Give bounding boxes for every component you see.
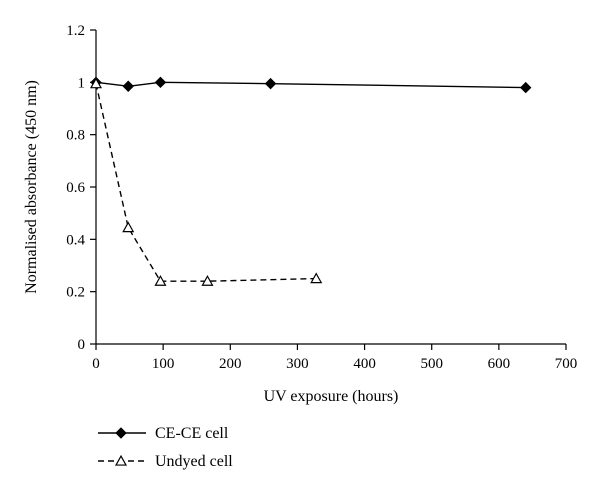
y-tick-label: 0.2 — [66, 285, 85, 301]
data-point — [89, 77, 103, 89]
x-tick-label: 500 — [420, 356, 443, 372]
y-tick-label: 0 — [78, 337, 86, 353]
y-tick-label: 0.4 — [66, 232, 85, 248]
x-tick-label: 200 — [219, 356, 242, 372]
y-tick-label: 0.6 — [66, 180, 85, 196]
x-tick-label: 300 — [286, 356, 309, 372]
data-point — [154, 275, 167, 286]
series-2 — [89, 77, 323, 286]
data-point — [154, 76, 167, 89]
series-layer — [89, 76, 532, 286]
y-axis-label: Normalised absorbance (450 nm) — [23, 80, 40, 294]
legend-label: Undyed cell — [155, 453, 233, 470]
data-point — [122, 80, 134, 92]
y-tick-label: 1.2 — [66, 23, 85, 39]
series-1 — [90, 76, 532, 94]
legend-item: Undyed cell — [98, 453, 233, 470]
data-point — [122, 221, 135, 233]
legend-item: CE-CE cell — [98, 425, 229, 442]
legend-marker — [115, 427, 127, 439]
x-tick-label: 0 — [92, 356, 100, 372]
axes — [95, 30, 566, 345]
data-point — [520, 81, 532, 94]
y-ticks: 0 0.2 0.4 0.6 0.8 1 1.2 — [66, 23, 96, 353]
data-point — [310, 272, 323, 284]
y-tick-label: 1 — [78, 75, 86, 91]
x-tick-label: 100 — [152, 356, 175, 372]
data-point — [264, 77, 277, 90]
x-tick-label: 600 — [488, 356, 511, 372]
x-ticks: 0 100 200 300 400 500 600 700 — [92, 344, 577, 372]
x-tick-label: 700 — [555, 356, 578, 372]
legend-marker — [114, 454, 128, 466]
x-tick-label: 400 — [353, 356, 376, 372]
data-point — [201, 275, 214, 286]
x-axis-label: UV exposure (hours) — [264, 388, 399, 405]
legend: CE-CE cell Undyed cell — [98, 425, 233, 470]
series-line — [95, 83, 317, 282]
y-tick-label: 0.8 — [66, 128, 85, 144]
legend-label: CE-CE cell — [155, 425, 229, 442]
